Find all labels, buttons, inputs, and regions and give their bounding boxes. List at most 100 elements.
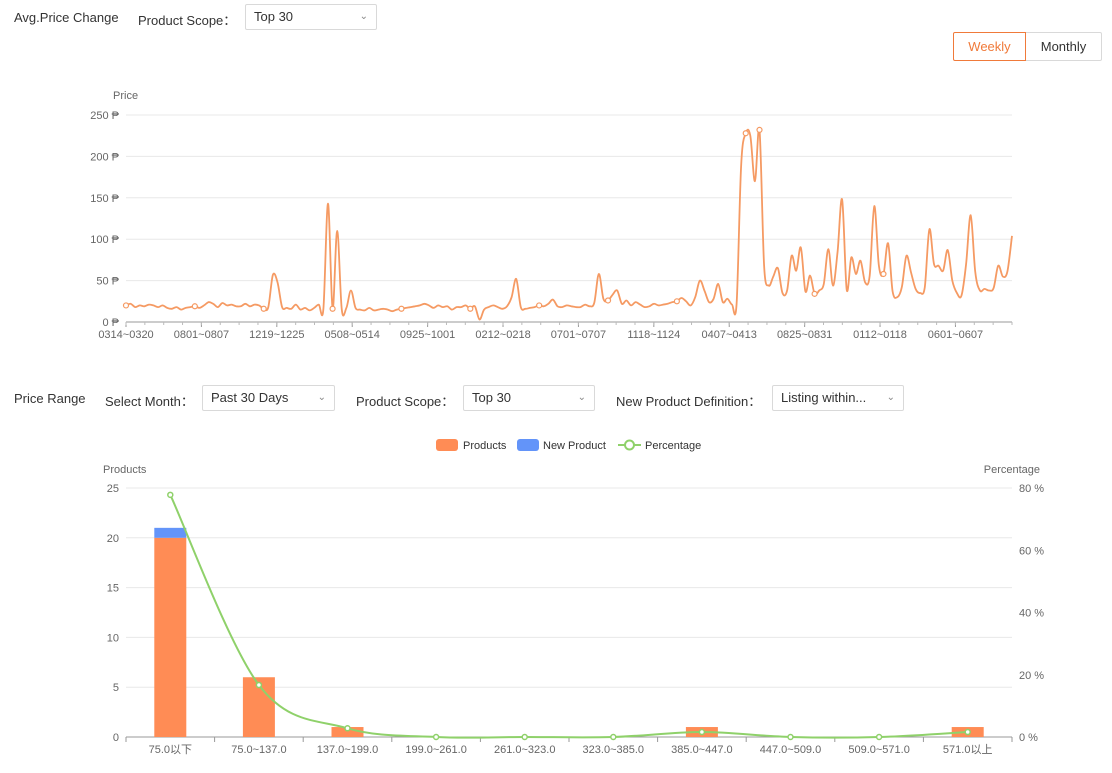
y-axis-title: Price bbox=[113, 90, 138, 102]
product-scope-select-2[interactable]: Top 30 ⌄ bbox=[463, 385, 595, 411]
x-tick-label: 385.0~447.0 bbox=[671, 744, 732, 756]
legend-item-products[interactable]: Products bbox=[436, 439, 507, 452]
y-tick-label: 0 ₱ bbox=[102, 317, 119, 329]
chevron-down-icon: ⌄ bbox=[886, 392, 895, 403]
chevron-down-icon: ⌄ bbox=[317, 392, 326, 403]
select-month-value: Past 30 Days bbox=[211, 390, 289, 405]
x-tick-label: 75.0~137.0 bbox=[231, 744, 286, 756]
price-point bbox=[604, 297, 612, 304]
select-month-select[interactable]: Past 30 Days ⌄ bbox=[202, 385, 335, 411]
percentage-point bbox=[167, 491, 174, 499]
y-tick-label-left: 10 bbox=[107, 632, 119, 644]
y-axis-title-left: Products bbox=[103, 464, 147, 476]
y-tick-label-left: 5 bbox=[113, 682, 119, 694]
product-scope-select[interactable]: Top 30 ⌄ bbox=[245, 4, 377, 30]
select-month-label: Select Month： bbox=[105, 394, 194, 409]
price-point bbox=[191, 303, 198, 310]
x-tick-label: 137.0~199.0 bbox=[317, 744, 378, 756]
product-scope-value-2: Top 30 bbox=[472, 390, 512, 405]
y-tick-label-right: 0 % bbox=[1019, 732, 1038, 744]
legend-label-percentage: Percentage bbox=[645, 440, 701, 452]
chevron-down-icon: ⌄ bbox=[577, 392, 586, 403]
product-scope-label: Product Scope： bbox=[138, 13, 237, 28]
y-tick-label: 100 ₱ bbox=[90, 234, 119, 246]
chart-legend: Products New Product Percentage bbox=[436, 439, 701, 452]
percentage-point bbox=[875, 733, 883, 741]
price-point bbox=[811, 290, 818, 297]
avg-price-line-chart: Price 0 ₱ 50 ₱ 100 ₱ 150 ₱ 200 ₱ 250 ₱ 0314~03… bbox=[90, 90, 1013, 341]
percentage-point bbox=[344, 725, 351, 732]
bar-products bbox=[331, 727, 364, 737]
y-tick-label-right: 40 % bbox=[1019, 608, 1044, 620]
chevron-down-icon: ⌄ bbox=[359, 11, 368, 22]
percentage-point bbox=[698, 728, 706, 736]
new-product-definition-value: Listing within... bbox=[781, 390, 867, 405]
x-tick-label: 571.0以上 bbox=[943, 743, 993, 756]
x-tick-label: 0825~0831 bbox=[777, 329, 832, 341]
percentage-point bbox=[610, 733, 617, 741]
y-tick-label: 150 ₱ bbox=[90, 193, 119, 205]
price-point bbox=[536, 302, 543, 309]
new-product-definition-label: New Product Definition： bbox=[616, 394, 762, 409]
price-point bbox=[467, 305, 474, 312]
legend-label-products: Products bbox=[463, 440, 507, 452]
price-point bbox=[742, 130, 749, 137]
price-point bbox=[880, 270, 887, 278]
price-line bbox=[125, 127, 1013, 321]
price-point bbox=[260, 305, 267, 312]
price-point bbox=[122, 302, 130, 309]
legend-label-new-product: New Product bbox=[543, 440, 606, 452]
y-tick-label-left: 15 bbox=[107, 583, 119, 595]
x-tick-label: 0925~1001 bbox=[400, 329, 455, 341]
x-tick-label: 0314~0320 bbox=[98, 329, 153, 341]
x-tick-label: 0801~0807 bbox=[174, 329, 229, 341]
bar-new-product bbox=[154, 527, 187, 538]
percentage-point bbox=[521, 733, 528, 741]
legend-item-percentage[interactable]: Percentage bbox=[618, 439, 701, 452]
percentage-point bbox=[787, 733, 794, 741]
y-tick-label: 250 ₱ bbox=[90, 110, 119, 122]
legend-swatch-new-product bbox=[517, 439, 539, 451]
x-tick-label: 0508~0514 bbox=[325, 329, 380, 341]
product-scope-value: Top 30 bbox=[254, 9, 294, 24]
x-tick-label: 1219~1225 bbox=[249, 329, 304, 341]
price-range-bar-chart: Products New Product Percentage Products… bbox=[103, 439, 1044, 756]
y-tick-label-right: 80 % bbox=[1019, 483, 1044, 495]
x-tick-label: 323.0~385.0 bbox=[583, 744, 644, 756]
weekly-toggle-button[interactable]: Weekly bbox=[953, 32, 1026, 61]
price-point bbox=[673, 298, 680, 305]
y-axis-title-right: Percentage bbox=[984, 464, 1040, 476]
y-tick-label-left: 20 bbox=[107, 533, 119, 545]
percentage-line bbox=[169, 494, 968, 739]
x-tick-label: 1118~1124 bbox=[627, 329, 680, 341]
y-tick-label-right: 60 % bbox=[1019, 545, 1044, 557]
monthly-toggle-button[interactable]: Monthly bbox=[1025, 32, 1102, 61]
price-point bbox=[756, 126, 763, 134]
percentage-point bbox=[964, 728, 971, 736]
y-tick-label: 50 ₱ bbox=[96, 276, 119, 288]
x-tick-label: 509.0~571.0 bbox=[848, 744, 909, 756]
x-tick-label: 447.0~509.0 bbox=[760, 744, 821, 756]
x-tick-label: 199.0~261.0 bbox=[405, 744, 466, 756]
x-tick-label: 0407~0413 bbox=[702, 329, 757, 341]
y-tick-label-left: 0 bbox=[113, 732, 119, 744]
percentage-point bbox=[432, 733, 440, 741]
new-product-definition-select[interactable]: Listing within... ⌄ bbox=[772, 385, 904, 411]
section-title-price-range: Price Range bbox=[14, 391, 86, 406]
x-tick-label: 261.0~323.0 bbox=[494, 744, 555, 756]
y-tick-label-left: 25 bbox=[107, 483, 119, 495]
legend-swatch-products bbox=[436, 439, 458, 451]
bar-products bbox=[154, 537, 187, 737]
y-tick-label: 200 ₱ bbox=[90, 151, 119, 163]
price-point bbox=[398, 305, 405, 312]
x-tick-label: 75.0以下 bbox=[149, 744, 192, 756]
percentage-point bbox=[255, 681, 263, 689]
legend-item-new-product[interactable]: New Product bbox=[517, 439, 606, 452]
x-tick-label: 0601~0607 bbox=[928, 329, 983, 341]
legend-marker-percentage bbox=[624, 439, 635, 451]
y-tick-label-right: 20 % bbox=[1019, 670, 1044, 682]
section-title-price-change: Avg.Price Change bbox=[14, 10, 119, 25]
x-tick-label: 0701~0707 bbox=[551, 329, 606, 341]
x-tick-label: 0212~0218 bbox=[475, 329, 530, 341]
x-tick-label: 0112~0118 bbox=[853, 329, 907, 341]
